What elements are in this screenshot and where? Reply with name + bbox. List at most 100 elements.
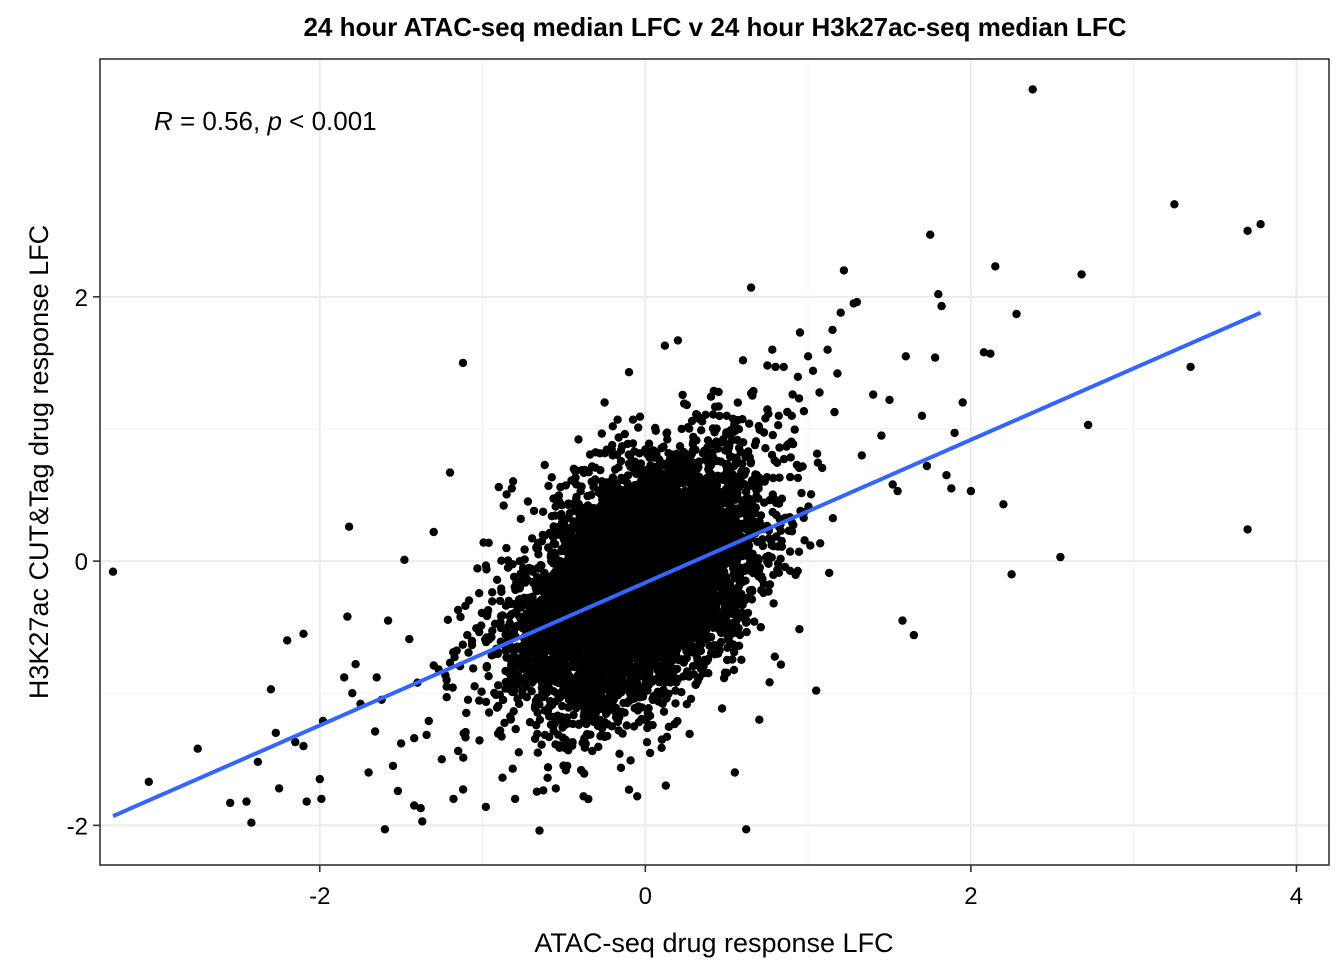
data-point bbox=[493, 681, 503, 690]
data-point bbox=[671, 686, 680, 695]
data-point bbox=[602, 704, 612, 713]
data-point bbox=[502, 490, 511, 499]
data-point bbox=[509, 707, 518, 716]
data-point bbox=[582, 719, 591, 729]
data-point bbox=[558, 701, 567, 711]
data-point bbox=[470, 682, 479, 691]
data-point bbox=[662, 689, 672, 699]
data-point bbox=[484, 672, 493, 681]
data-point bbox=[661, 781, 670, 790]
data-point bbox=[765, 534, 774, 543]
data-point bbox=[628, 415, 638, 424]
data-point bbox=[619, 698, 628, 708]
data-point bbox=[729, 665, 739, 675]
data-point bbox=[596, 732, 605, 741]
data-point bbox=[628, 439, 638, 448]
chart-title: 24 hour ATAC-seq median LFC v 24 hour H3… bbox=[303, 12, 1126, 42]
data-point bbox=[765, 580, 775, 589]
data-point bbox=[770, 652, 779, 661]
data-point bbox=[458, 640, 467, 649]
data-point bbox=[569, 710, 578, 720]
data-point bbox=[700, 655, 709, 665]
data-point bbox=[456, 612, 465, 622]
data-point bbox=[459, 753, 468, 762]
data-point bbox=[644, 439, 654, 448]
data-point bbox=[701, 410, 710, 419]
data-point bbox=[533, 748, 542, 757]
data-point bbox=[630, 447, 639, 456]
data-point bbox=[742, 618, 751, 627]
data-point bbox=[717, 704, 727, 713]
data-point bbox=[828, 514, 838, 523]
data-point bbox=[481, 561, 491, 570]
data-point bbox=[501, 677, 510, 687]
data-point bbox=[514, 748, 523, 757]
data-point bbox=[622, 721, 631, 730]
data-point bbox=[767, 553, 776, 562]
data-point bbox=[793, 566, 802, 576]
data-point bbox=[501, 601, 511, 610]
data-point bbox=[735, 630, 745, 640]
data-point bbox=[492, 575, 502, 584]
data-point bbox=[547, 512, 557, 521]
data-point bbox=[782, 442, 791, 451]
data-point bbox=[769, 473, 778, 483]
data-point bbox=[806, 490, 816, 499]
data-point bbox=[608, 451, 617, 460]
data-point bbox=[786, 453, 795, 462]
data-point bbox=[761, 444, 770, 453]
data-point bbox=[591, 448, 600, 457]
data-point bbox=[484, 708, 494, 717]
data-point bbox=[508, 560, 517, 569]
data-points bbox=[108, 85, 1265, 835]
data-point bbox=[774, 421, 783, 430]
data-point bbox=[686, 694, 696, 704]
data-point bbox=[522, 693, 531, 702]
data-point bbox=[549, 522, 558, 531]
data-point bbox=[742, 487, 751, 497]
data-point bbox=[507, 609, 516, 619]
data-point bbox=[544, 481, 553, 491]
data-point bbox=[812, 449, 822, 458]
data-point bbox=[747, 595, 757, 604]
data-point bbox=[579, 712, 588, 721]
data-point bbox=[574, 435, 583, 444]
data-point bbox=[449, 794, 458, 804]
data-point bbox=[708, 424, 718, 433]
data-point bbox=[488, 597, 497, 606]
data-point bbox=[514, 699, 524, 709]
data-point bbox=[750, 617, 759, 626]
data-point bbox=[569, 464, 578, 473]
data-point bbox=[697, 426, 706, 435]
data-point bbox=[769, 599, 778, 608]
data-point bbox=[677, 424, 686, 434]
data-point bbox=[581, 739, 590, 748]
data-point bbox=[454, 746, 463, 756]
data-point bbox=[667, 657, 677, 666]
data-point bbox=[539, 786, 548, 795]
data-point bbox=[572, 507, 581, 516]
data-point bbox=[583, 501, 593, 511]
data-point bbox=[635, 412, 645, 421]
data-point bbox=[788, 390, 797, 399]
data-point bbox=[508, 764, 517, 773]
data-point bbox=[685, 729, 694, 739]
data-point bbox=[723, 643, 732, 652]
data-point bbox=[745, 453, 754, 462]
data-point bbox=[520, 545, 529, 554]
data-point bbox=[659, 707, 669, 716]
data-point bbox=[501, 646, 510, 655]
data-point bbox=[742, 627, 751, 637]
data-point bbox=[527, 534, 537, 543]
data-point bbox=[582, 731, 591, 740]
data-point bbox=[769, 542, 778, 551]
data-point bbox=[544, 543, 553, 552]
data-point bbox=[816, 539, 825, 548]
data-point bbox=[657, 735, 667, 744]
data-point bbox=[520, 555, 529, 564]
data-point bbox=[634, 423, 643, 432]
data-point bbox=[497, 556, 506, 565]
data-point bbox=[780, 562, 790, 572]
data-point bbox=[806, 541, 815, 550]
data-point bbox=[475, 589, 484, 598]
